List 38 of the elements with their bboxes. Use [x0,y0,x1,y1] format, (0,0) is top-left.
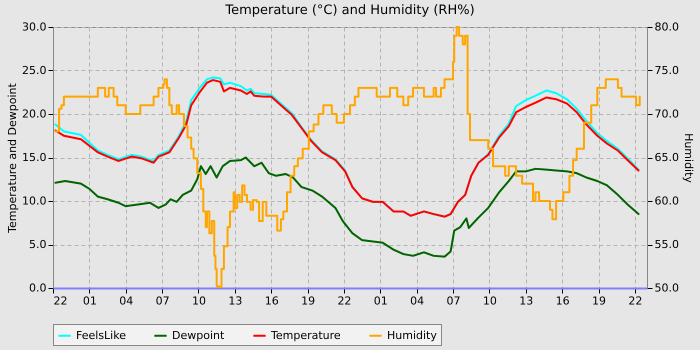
legend-label: Temperature [270,328,341,342]
legend-label: FeelsLike [76,328,126,342]
x-tick-label: 10 [192,294,206,308]
x-tick-label: 07 [446,294,461,308]
x-tick-label: 16 [556,294,570,308]
y-tick-label: 15.0 [22,151,46,164]
y2-tick-label: 60.0 [654,194,679,208]
y2-tick-label: 70.0 [654,108,679,120]
y-tick-label: 25.0 [22,64,46,77]
y2-tick-label: 55.0 [654,238,679,251]
x-tick-label: 22 [337,294,352,308]
chart-title: Temperature (°C) and Humidity (RH%) [224,3,475,18]
x-tick-label: 13 [228,294,242,308]
x-tick-label: 07 [156,294,170,308]
x-tick-label: 16 [264,294,279,308]
x-tick-label: 04 [410,294,424,308]
x-tick-label: 19 [301,294,316,308]
y-tick-label: 20.0 [22,108,46,120]
x-tick-label: 01 [82,294,97,308]
legend-label: Dewpoint [172,328,225,342]
y2-tick-label: 80.0 [654,20,679,34]
y2-tick-label: 65.0 [654,151,679,164]
x-tick-label: 13 [519,294,534,308]
y-axis-title: Temperature and Dewpoint [6,82,20,234]
y2-axis-title: Humidity [682,133,695,184]
y2-tick-label: 50.0 [654,282,679,294]
legend-label: Humidity [387,328,438,342]
y2-tick-label: 75.0 [654,64,679,77]
x-tick-label: 04 [119,294,134,308]
y-tick-label: 5.0 [29,238,46,251]
x-tick-label: 19 [592,294,606,308]
y-tick-label: 0.0 [29,282,46,294]
x-tick-label: 10 [482,294,497,308]
x-tick-label: 22 [54,294,68,308]
y-tick-label: 10.0 [22,194,46,208]
x-tick-label: 22 [628,294,642,308]
y-tick-label: 30.0 [22,20,46,34]
x-tick-label: 01 [374,294,388,308]
